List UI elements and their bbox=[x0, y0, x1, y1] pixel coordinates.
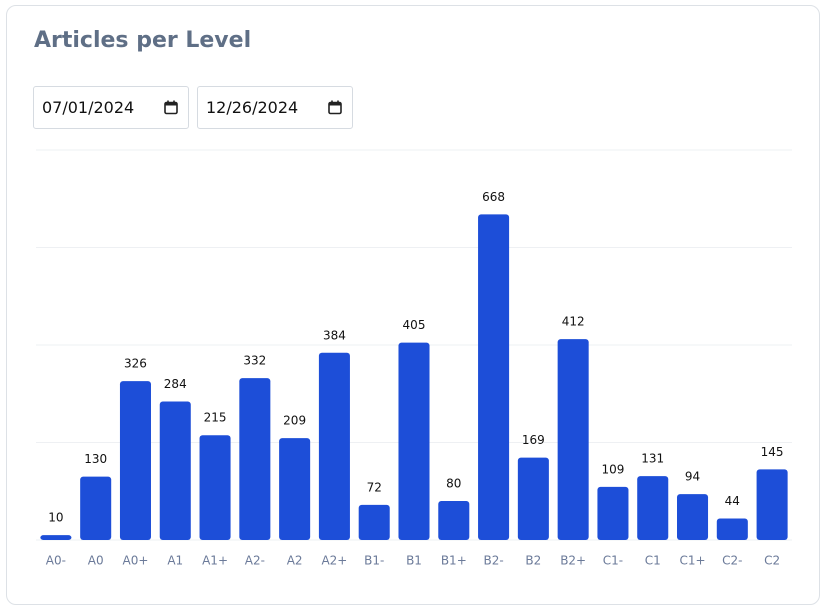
value-label: 10 bbox=[48, 511, 63, 525]
value-label: 145 bbox=[761, 445, 784, 459]
bar bbox=[40, 535, 72, 540]
value-label: 412 bbox=[562, 315, 585, 329]
bar bbox=[239, 378, 271, 540]
bar bbox=[478, 214, 510, 540]
date-to[interactable]: 12/26/2024 bbox=[197, 86, 353, 129]
x-tick-label: C2- bbox=[722, 554, 742, 568]
date-from[interactable]: 07/01/2024 bbox=[33, 86, 189, 129]
bar bbox=[716, 518, 748, 540]
x-tick-label: B1- bbox=[364, 554, 384, 568]
value-label: 72 bbox=[367, 480, 382, 494]
x-tick-label: A1+ bbox=[202, 554, 228, 568]
value-label: 332 bbox=[243, 354, 266, 368]
bar bbox=[517, 457, 549, 540]
bar bbox=[159, 401, 191, 540]
bar bbox=[80, 476, 112, 540]
x-tick-label: B1+ bbox=[441, 554, 467, 568]
bar bbox=[438, 501, 470, 540]
calendar-icon[interactable] bbox=[328, 100, 342, 115]
x-tick-label: A0+ bbox=[123, 554, 149, 568]
x-tick-label: C2 bbox=[764, 554, 780, 568]
value-label: 668 bbox=[482, 190, 505, 204]
date-text: 07/01/2024 bbox=[42, 98, 135, 117]
value-label: 94 bbox=[685, 470, 700, 484]
value-label: 405 bbox=[403, 318, 426, 332]
value-label: 130 bbox=[84, 452, 107, 466]
bar bbox=[279, 438, 311, 540]
value-label: 384 bbox=[323, 328, 346, 342]
x-tick-label: A0 bbox=[88, 554, 104, 568]
value-label: 284 bbox=[164, 377, 187, 391]
bar bbox=[398, 342, 430, 540]
value-label: 215 bbox=[204, 411, 227, 425]
value-label: 44 bbox=[725, 494, 740, 508]
value-label: 169 bbox=[522, 433, 545, 447]
bar bbox=[557, 339, 589, 540]
value-label: 80 bbox=[446, 477, 461, 491]
x-tick-label: C1 bbox=[645, 554, 661, 568]
x-tick-label: C1- bbox=[603, 554, 623, 568]
x-tick-label: A2+ bbox=[321, 554, 347, 568]
card: Articles per Level 07/01/2024 12/26/2024 bbox=[6, 5, 820, 605]
x-tick-label: A2 bbox=[287, 554, 303, 568]
date-text: 12/26/2024 bbox=[206, 98, 299, 117]
value-label: 326 bbox=[124, 357, 147, 371]
bar bbox=[199, 435, 231, 540]
bar bbox=[637, 476, 669, 540]
x-tick-label: B2+ bbox=[560, 554, 586, 568]
x-tick-label: B2- bbox=[483, 554, 503, 568]
x-tick-label: A0- bbox=[46, 554, 66, 568]
bar bbox=[119, 381, 151, 540]
x-tick-label: C1+ bbox=[679, 554, 705, 568]
bar bbox=[358, 504, 390, 540]
value-label: 131 bbox=[641, 452, 664, 466]
x-tick-label: B2 bbox=[525, 554, 541, 568]
calendar-icon[interactable] bbox=[164, 100, 178, 115]
bar bbox=[318, 352, 350, 540]
value-label: 209 bbox=[283, 414, 306, 428]
x-tick-label: B1 bbox=[406, 554, 422, 568]
bar bbox=[677, 494, 709, 540]
value-label: 109 bbox=[601, 462, 624, 476]
x-tick-label: A2- bbox=[245, 554, 265, 568]
bar bbox=[597, 486, 629, 540]
card-title: Articles per Level bbox=[34, 28, 252, 53]
x-tick-label: A1 bbox=[167, 554, 183, 568]
bar bbox=[756, 469, 788, 540]
